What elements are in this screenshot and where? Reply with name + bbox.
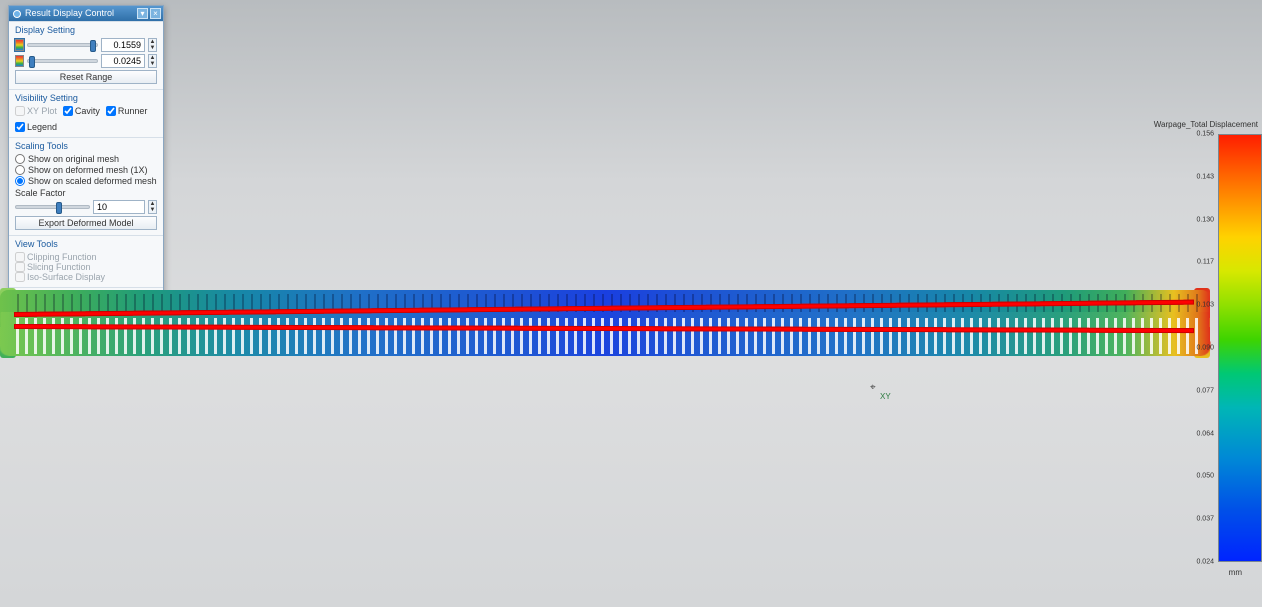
cavity-checkbox-input[interactable] bbox=[63, 106, 73, 116]
legend-tick: 0.050 bbox=[1196, 473, 1214, 480]
reset-range-button[interactable]: Reset Range bbox=[15, 70, 157, 84]
runner-checkbox-input[interactable] bbox=[106, 106, 116, 116]
scale-opt-original-radio[interactable] bbox=[15, 154, 25, 164]
max-color-swatch[interactable] bbox=[15, 39, 24, 51]
clipping-label: Clipping Function bbox=[27, 252, 97, 262]
scale-opt-scaled-label: Show on scaled deformed mesh bbox=[28, 176, 157, 186]
scaling-tools-section: Scaling Tools Show on original mesh Show… bbox=[9, 137, 163, 235]
panel-title: Result Display Control bbox=[25, 6, 135, 21]
legend-tick: 0.130 bbox=[1196, 216, 1214, 223]
scale-opt-scaled[interactable]: Show on scaled deformed mesh bbox=[15, 176, 157, 186]
scale-factor-input[interactable] bbox=[93, 200, 145, 214]
isosurface-label: Iso-Surface Display bbox=[27, 272, 105, 282]
legend-tick: 0.156 bbox=[1196, 131, 1214, 138]
xyplot-checkbox: XY Plot bbox=[15, 106, 57, 116]
min-value-input[interactable] bbox=[101, 54, 145, 68]
min-spinner[interactable]: ▲▼ bbox=[148, 54, 157, 68]
scale-factor-thumb[interactable] bbox=[56, 202, 62, 214]
clipping-checkbox-input bbox=[15, 252, 25, 262]
display-setting-section: Display Setting ▲▼ ▲▼ Reset Range bbox=[9, 21, 163, 89]
legend-title: Warpage_Total Displacement bbox=[1154, 120, 1258, 129]
legend-tick: 0.024 bbox=[1196, 559, 1214, 566]
slicing-checkbox: Slicing Function bbox=[15, 262, 157, 272]
slicing-label: Slicing Function bbox=[27, 262, 91, 272]
scale-opt-deformed-label: Show on deformed mesh (1X) bbox=[28, 165, 148, 175]
view-tools-section: View Tools Clipping Function Slicing Fun… bbox=[9, 235, 163, 287]
scale-opt-deformed-radio[interactable] bbox=[15, 165, 25, 175]
display-setting-title: Display Setting bbox=[15, 25, 157, 35]
clipping-checkbox: Clipping Function bbox=[15, 252, 157, 262]
visibility-setting-title: Visibility Setting bbox=[15, 93, 157, 103]
cursor-icon: ⌖ bbox=[870, 382, 876, 393]
max-value-input[interactable] bbox=[101, 38, 145, 52]
isosurface-checkbox-input bbox=[15, 272, 25, 282]
close-icon[interactable]: × bbox=[150, 8, 161, 19]
runner-label: Runner bbox=[118, 106, 148, 116]
xyplot-checkbox-input bbox=[15, 106, 25, 116]
legend-checkbox[interactable]: Legend bbox=[15, 122, 57, 132]
legend-tick: 0.143 bbox=[1196, 173, 1214, 180]
isosurface-checkbox: Iso-Surface Display bbox=[15, 272, 157, 282]
legend-tick: 0.090 bbox=[1196, 345, 1214, 352]
legend-tick: 0.064 bbox=[1196, 430, 1214, 437]
legend-tick: 0.117 bbox=[1197, 259, 1214, 266]
max-slider[interactable] bbox=[27, 43, 98, 47]
runner-checkbox[interactable]: Runner bbox=[106, 106, 148, 116]
scale-opt-original-label: Show on original mesh bbox=[28, 154, 119, 164]
legend-ticks: 0.156 0.143 0.130 0.117 0.103 0.090 0.077 0.064… bbox=[1174, 134, 1214, 562]
export-deformed-button[interactable]: Export Deformed Model bbox=[15, 216, 157, 230]
scale-opt-scaled-radio[interactable] bbox=[15, 176, 25, 186]
result-display-control-panel: Result Display Control ▾ × Display Setti… bbox=[8, 5, 164, 312]
xyplot-label: XY Plot bbox=[27, 106, 57, 116]
legend-tick: 0.077 bbox=[1196, 387, 1214, 394]
panel-titlebar[interactable]: Result Display Control ▾ × bbox=[9, 6, 163, 21]
slicing-checkbox-input bbox=[15, 262, 25, 272]
min-color-swatch[interactable] bbox=[15, 55, 24, 67]
view-tools-title: View Tools bbox=[15, 239, 157, 249]
scale-factor-slider[interactable] bbox=[15, 205, 90, 209]
min-slider-thumb[interactable] bbox=[29, 56, 35, 68]
legend-unit: mm bbox=[1229, 568, 1242, 577]
legend-checkbox-input[interactable] bbox=[15, 122, 25, 132]
cavity-checkbox[interactable]: Cavity bbox=[63, 106, 100, 116]
legend-tick: 0.037 bbox=[1196, 516, 1214, 523]
model-beam-bottom bbox=[0, 312, 1211, 356]
max-spinner[interactable]: ▲▼ bbox=[148, 38, 157, 52]
panel-icon bbox=[13, 10, 21, 18]
cavity-label: Cavity bbox=[75, 106, 100, 116]
max-slider-thumb[interactable] bbox=[90, 40, 96, 52]
color-legend-bar bbox=[1218, 134, 1262, 562]
scaling-tools-title: Scaling Tools bbox=[15, 141, 157, 151]
axis-triad-label: XY bbox=[880, 392, 891, 401]
legend-label: Legend bbox=[27, 122, 57, 132]
scale-factor-label: Scale Factor bbox=[15, 188, 157, 198]
pin-icon[interactable]: ▾ bbox=[137, 8, 148, 19]
scale-opt-deformed[interactable]: Show on deformed mesh (1X) bbox=[15, 165, 157, 175]
legend-tick: 0.103 bbox=[1196, 302, 1214, 309]
min-slider[interactable] bbox=[27, 59, 98, 63]
scale-opt-original[interactable]: Show on original mesh bbox=[15, 154, 157, 164]
visibility-setting-section: Visibility Setting XY Plot Cavity Runner… bbox=[9, 89, 163, 137]
scale-factor-spinner[interactable]: ▲▼ bbox=[148, 200, 157, 214]
